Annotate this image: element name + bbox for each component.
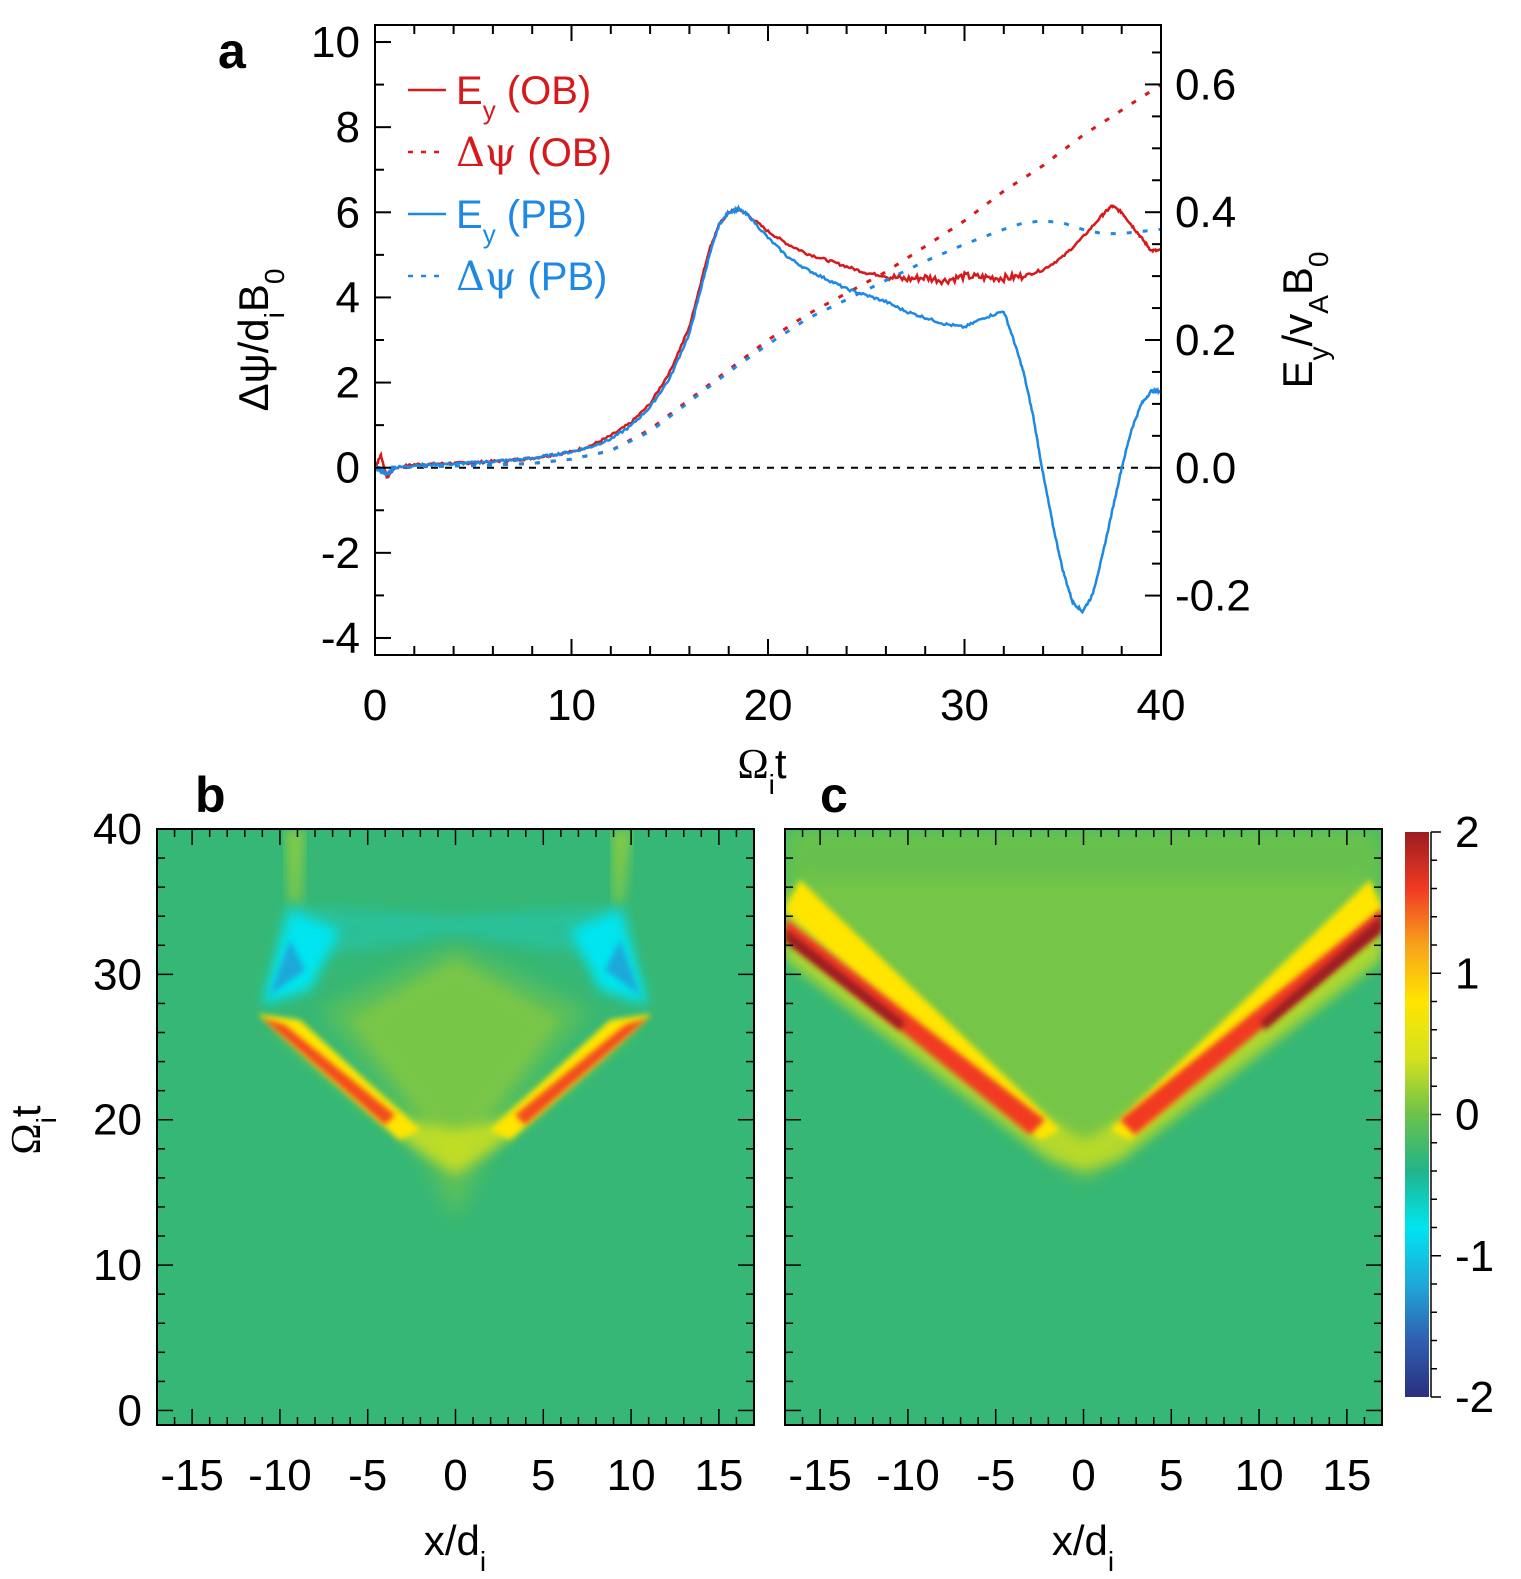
panel-a-ylabel-left: Δψ/diB0 (230, 269, 290, 412)
x-tick-label: -10 (876, 1451, 940, 1500)
panel-a-ticks: 0 10 20 30 40 -4 -2 0 2 4 6 8 10 -0.2 0.0 0.2 0.4 0.6 (311, 18, 1251, 730)
x-tick-label: 0 (1071, 1451, 1095, 1500)
x-tick-label: 10 (1235, 1451, 1284, 1500)
panel-b-heatmap (157, 829, 754, 1425)
legend-entry: Ey (OB) (456, 69, 591, 125)
y-tick-label-left: 4 (336, 273, 360, 322)
legend-entry: Δψ (PB) (456, 254, 607, 300)
x-tick-label: -15 (788, 1451, 852, 1500)
y-tick-label-right: 0.2 (1175, 316, 1236, 365)
panel-label-c: c (820, 767, 848, 823)
heatmap-b-negative-peak-left (270, 940, 305, 995)
y-tick-label-right: 0.6 (1175, 60, 1236, 109)
panel-b-ylabel: Ωit (2, 1105, 62, 1154)
heatmap-b-front-peak-right (515, 1018, 648, 1125)
panel-a-legend: Ey (OB) Δψ (OB) Ey (PB) Δψ (PB) (408, 69, 612, 300)
y-tick-label-right: -0.2 (1175, 572, 1251, 621)
panel-label-a: a (218, 23, 247, 79)
panel-b-ticks: -15 -10 -5 0 5 10 15 0 10 20 30 40 (93, 805, 754, 1500)
panel-label-b: b (195, 767, 226, 823)
x-tick-label: 20 (744, 681, 793, 730)
panel-a: a 0 10 20 30 40 -4 -2 0 2 4 6 8 10 -0.2 0.0 0.2 0.4 0.6 E… (218, 18, 1334, 799)
heatmap-c-front-max-left (785, 928, 905, 1030)
y-tick-label: 30 (93, 950, 142, 999)
y-tick-label-left: 6 (336, 188, 360, 237)
heatmap-c-front-max-right (1260, 915, 1382, 1030)
panel-c-heatmap (785, 829, 1382, 1425)
series-line-2 (375, 204, 1161, 615)
y-tick-label: 20 (93, 1096, 142, 1145)
colorbar-tick-label: -2 (1455, 1373, 1494, 1422)
y-tick-label-left: 10 (311, 18, 360, 67)
heatmap-c-front-peak-right (1120, 908, 1382, 1135)
panel-b-xlabel: x/di (424, 1517, 486, 1577)
series-line-3 (375, 219, 1161, 470)
legend-entry: Ey (PB) (456, 193, 587, 249)
heatmap-b-negative-band (270, 905, 640, 1000)
y-tick-label-left: 0 (336, 444, 360, 493)
y-tick-label-left: -2 (321, 529, 360, 578)
heatmap-b-plume-right (612, 829, 632, 905)
x-tick-label: -5 (348, 1451, 387, 1500)
y-tick-label-left: -4 (321, 614, 360, 663)
panel-b: b -15 -10 -5 0 5 10 15 0 10 20 30 40 x/di Ωit (2, 767, 755, 1577)
panel-a-ylabel-right: Ey/vAB0 (1274, 252, 1334, 389)
x-tick-label: 5 (531, 1451, 555, 1500)
x-tick-label: -10 (248, 1451, 312, 1500)
heatmap-c-front-left (785, 880, 1060, 1140)
x-tick-label: 40 (1137, 681, 1186, 730)
x-tick-label: 0 (363, 681, 387, 730)
panel-c-ticks: -15 -10 -5 0 5 10 15 (785, 828, 1382, 1500)
colorbar (1405, 832, 1429, 1397)
y-tick-label-left: 8 (336, 103, 360, 152)
y-tick-label: 40 (93, 805, 142, 854)
colorbar-ticks: -2 -1 0 1 2 (1430, 808, 1494, 1422)
x-tick-label: 15 (694, 1451, 743, 1500)
x-tick-label: 0 (443, 1451, 467, 1500)
y-tick-label-right: 0.4 (1175, 188, 1236, 237)
x-tick-label: 5 (1159, 1451, 1183, 1500)
x-tick-label: 30 (940, 681, 989, 730)
colorbar-tick-label: 0 (1455, 1091, 1479, 1140)
panel-a-series-group (375, 83, 1161, 615)
y-tick-label-left: 2 (336, 359, 360, 408)
heatmap-b-front-halo (255, 1013, 655, 1175)
colorbar-tick-label: 2 (1455, 808, 1479, 857)
legend-entry: Δψ (OB) (456, 130, 612, 176)
heatmap-b-negative-peak-right (605, 940, 640, 995)
heatmap-c-top-streaks (785, 835, 1382, 880)
x-tick-label: 10 (547, 681, 596, 730)
heatmap-b-plume-left (285, 829, 305, 905)
panel-c-xlabel: x/di (1052, 1517, 1114, 1577)
heatmap-b-front-peak-left (262, 1018, 395, 1125)
x-tick-label: 10 (607, 1451, 656, 1500)
y-tick-label: 0 (118, 1386, 142, 1435)
heatmap-c-interior (785, 829, 1382, 1180)
x-tick-label: -5 (976, 1451, 1015, 1500)
y-tick-label-right: 0.0 (1175, 444, 1236, 493)
heatmap-c-front-peak-left (785, 918, 1045, 1135)
x-tick-label: -15 (160, 1451, 224, 1500)
y-tick-label: 10 (93, 1241, 142, 1290)
colorbar-tick-label: 1 (1455, 949, 1479, 998)
colorbar-tick-label: -1 (1455, 1232, 1494, 1281)
heatmap-b-core (350, 960, 560, 1160)
panel-a-xlabel: Ωit (737, 740, 786, 800)
x-tick-label: 15 (1322, 1451, 1371, 1500)
